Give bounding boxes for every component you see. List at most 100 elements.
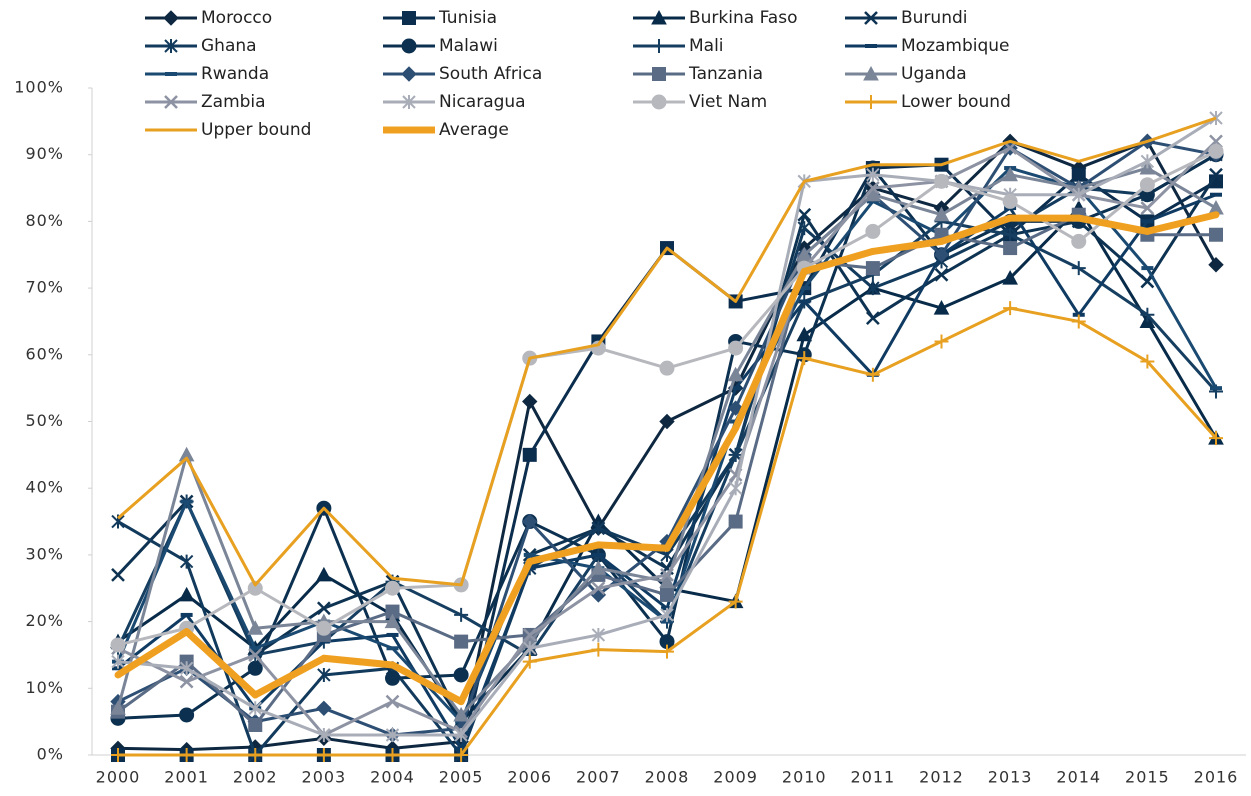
legend-marker (651, 9, 667, 25)
marker (659, 573, 675, 589)
marker (110, 700, 126, 715)
x-tick-label: 2015 (1125, 768, 1170, 787)
marker (1209, 167, 1223, 182)
legend-entry: Upper bound (145, 120, 311, 140)
marker (728, 481, 743, 496)
marker (1071, 314, 1086, 329)
y-tick-label: 40% (25, 478, 64, 497)
marker (110, 637, 126, 653)
marker (594, 541, 602, 549)
marker (522, 393, 538, 410)
marker (179, 661, 194, 676)
marker (1002, 270, 1018, 285)
legend-entry: Burundi (845, 8, 968, 28)
legend-marker (652, 67, 666, 81)
marker (457, 698, 465, 706)
marker (247, 660, 263, 676)
x-tick-label: 2013 (988, 768, 1033, 787)
legend-entry: Nicaragua (383, 92, 526, 112)
legend-entry: Mozambique (845, 36, 1010, 56)
marker (111, 654, 125, 669)
marker (453, 706, 469, 722)
legend-entry: Morocco (145, 8, 272, 28)
marker (248, 701, 262, 716)
legend-label: Mozambique (901, 36, 1010, 56)
legend-entry: Lower bound (845, 92, 1011, 112)
legend-label: Ghana (201, 36, 257, 56)
marker (111, 748, 125, 762)
line (116, 211, 1217, 706)
legend-label: South Africa (439, 64, 542, 84)
marker (522, 447, 537, 462)
legend-entry: Rwanda (145, 64, 269, 84)
marker (385, 670, 400, 686)
x-tick-label: 2008 (645, 768, 690, 787)
marker (800, 267, 808, 275)
marker (316, 601, 331, 616)
marker (591, 581, 606, 596)
marker (389, 661, 396, 669)
marker (591, 627, 606, 642)
marker (453, 667, 469, 683)
legend-label: Morocco (201, 8, 272, 28)
marker (1072, 187, 1086, 202)
marker (522, 654, 537, 669)
marker (317, 667, 331, 682)
marker (1212, 211, 1220, 219)
x-tick-label: 2004 (370, 768, 415, 787)
legend-entry: Malawi (383, 36, 498, 56)
y-tick-label: 20% (25, 611, 64, 630)
x-tick-label: 2000 (96, 768, 141, 787)
marker (1071, 261, 1086, 276)
marker (164, 39, 178, 53)
marker (402, 95, 416, 109)
marker (660, 568, 674, 582)
marker (651, 94, 667, 110)
marker (866, 281, 880, 296)
marker (163, 10, 179, 26)
marker (652, 39, 666, 53)
legend-entry: South Africa (383, 64, 542, 84)
x-tick-label: 2006 (507, 768, 552, 787)
marker (591, 521, 606, 536)
marker (659, 413, 675, 430)
legend-marker (402, 95, 416, 109)
marker (933, 247, 950, 263)
marker (526, 558, 534, 566)
y-tick-label: 0% (37, 745, 64, 764)
marker (933, 206, 950, 222)
marker (1140, 154, 1155, 169)
marker (179, 554, 194, 569)
series (117, 116, 1217, 587)
legend-label: Burundi (901, 8, 968, 28)
legend-marker (163, 10, 179, 26)
marker (523, 641, 537, 656)
y-tick-label: 10% (25, 678, 64, 697)
marker (659, 360, 675, 376)
marker (385, 580, 400, 596)
marker (179, 707, 195, 723)
legend-label: Tunisia (438, 8, 497, 28)
marker (522, 513, 538, 530)
series (111, 301, 1223, 762)
y-tick-label: 50% (25, 411, 64, 430)
marker (111, 568, 125, 582)
marker (660, 607, 674, 622)
marker (864, 95, 878, 109)
legend-label: Mali (689, 36, 724, 56)
x-tick-label: 2009 (713, 768, 758, 787)
legend-marker (402, 11, 416, 25)
marker (797, 221, 811, 236)
marker (320, 654, 328, 662)
legend-marker (401, 38, 417, 54)
legend-marker (652, 39, 666, 53)
marker (316, 748, 331, 762)
legend-label: Burkina Faso (689, 8, 797, 28)
legend-label: Lower bound (901, 92, 1011, 112)
marker (385, 748, 400, 762)
y-tick-label: 60% (25, 344, 64, 363)
legend-entry: Tunisia (383, 8, 497, 28)
marker (164, 95, 178, 109)
y-tick-label: 90% (25, 144, 64, 163)
marker (1071, 167, 1086, 182)
